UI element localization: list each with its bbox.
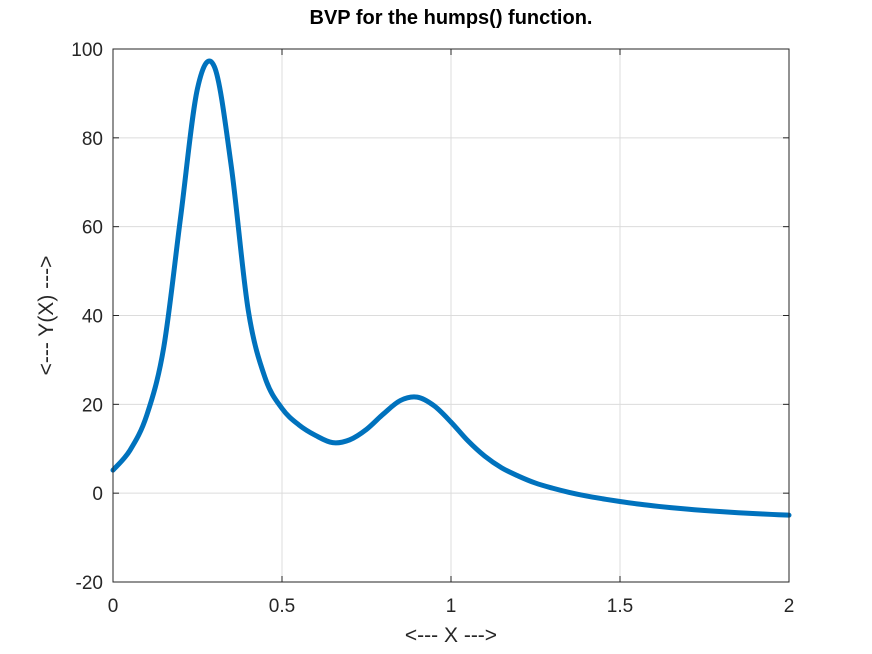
- y-tick-label: 40: [82, 307, 103, 328]
- x-tick-label: 1.5: [607, 596, 633, 617]
- series-line: [110, 58, 792, 518]
- x-tick-label: 2: [784, 596, 795, 617]
- y-tick-label: 20: [82, 395, 103, 416]
- series-group: [110, 58, 792, 518]
- chart-title: BVP for the humps() function.: [310, 7, 593, 29]
- x-axis-label: <--- X --->: [405, 624, 497, 647]
- x-tick-label: 0.5: [269, 596, 295, 617]
- y-axis-label: <--- Y(X) --->: [35, 256, 58, 376]
- y-tick-label: 0: [92, 484, 103, 505]
- x-tick-label: 1: [446, 596, 457, 617]
- x-tick-label: 0: [108, 596, 119, 617]
- y-tick-label: 60: [82, 218, 103, 239]
- y-tick-label: -20: [76, 573, 103, 594]
- y-tick-labels: -20 0 20 40 60 80 100: [71, 40, 103, 594]
- y-tick-label: 80: [82, 129, 103, 150]
- plot-frame: [112, 48, 790, 583]
- x-tick-labels: 0 0.5 1 1.5 2: [108, 596, 795, 617]
- y-tick-label: 100: [71, 40, 103, 61]
